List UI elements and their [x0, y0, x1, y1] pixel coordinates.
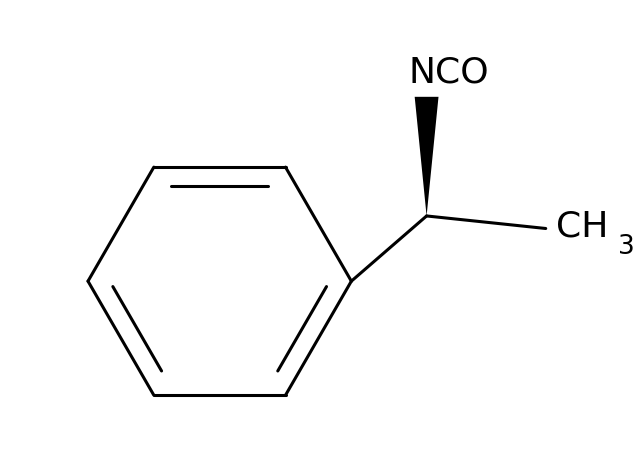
Text: NCO: NCO [409, 55, 490, 89]
Text: 3: 3 [618, 233, 636, 259]
Text: CH: CH [556, 210, 608, 244]
Polygon shape [415, 98, 438, 217]
